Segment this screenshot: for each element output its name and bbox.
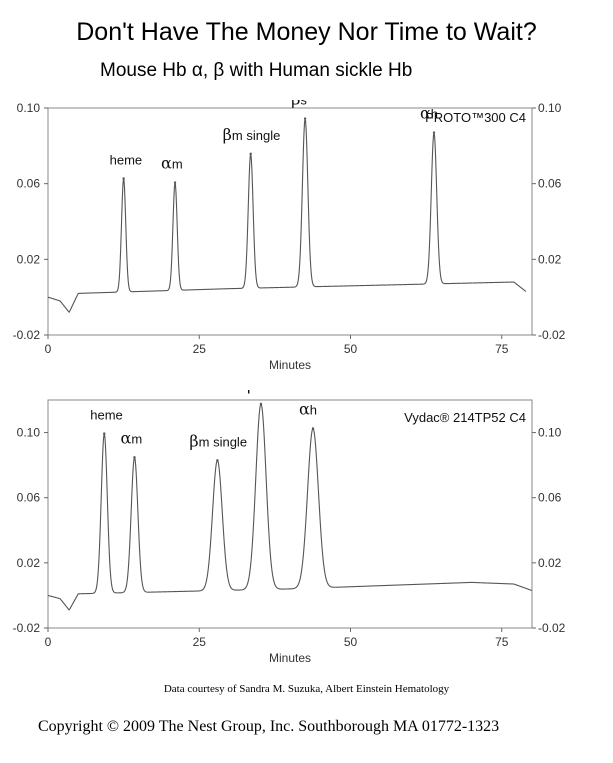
x-axis-label: Minutes xyxy=(269,651,311,665)
peak-label: βs xyxy=(291,100,307,109)
peak-label: βm single xyxy=(223,125,281,144)
y-tick-label-right: 0.06 xyxy=(538,491,562,505)
peak-label-sub: h xyxy=(310,402,317,417)
peak-label: βs xyxy=(247,390,263,394)
x-tick-label: 25 xyxy=(193,635,207,649)
peak-apex-marker xyxy=(303,117,307,120)
peak-label: heme xyxy=(90,408,123,423)
x-tick-label: 0 xyxy=(45,635,52,649)
peak-label-sub: m single xyxy=(199,434,247,449)
chart-title: PROTO™300 C4 xyxy=(425,110,526,125)
peak-label-greek: β xyxy=(189,431,198,450)
peak-apex-marker xyxy=(173,181,177,184)
peak-label-text: heme xyxy=(90,408,123,423)
peak-label-sub: h xyxy=(431,107,438,122)
chromatogram-trace xyxy=(47,118,527,314)
peak-apex-marker xyxy=(432,131,436,134)
peak-apex-marker xyxy=(249,152,252,156)
y-tick-label-left: 0.06 xyxy=(17,491,41,505)
peak-label: αm xyxy=(121,428,143,447)
y-tick-label-left: 0.10 xyxy=(17,426,41,440)
peak-label-greek: α xyxy=(420,104,431,123)
peak-label-greek: α xyxy=(299,399,310,418)
chromatogram-vydac-svg: 0.10 0.06 0.02 -0.02 0.10 0.06 0.02 -0.02 0 25 50 7… xyxy=(13,390,566,665)
page-subtitle: Mouse Hb α, β with Human sickle Hb xyxy=(100,60,413,81)
y-tick-label-right: 0.06 xyxy=(538,177,562,191)
plot-frame xyxy=(47,107,533,336)
peak-apex-marker xyxy=(133,456,136,459)
peak-label-sub: m xyxy=(131,431,142,446)
y-tick-label-left: 0.02 xyxy=(17,556,41,570)
y-tick-label-right: -0.02 xyxy=(538,621,566,635)
chromatogram-vydac: 0.10 0.06 0.02 -0.02 0.10 0.06 0.02 -0.02 0 25 50 7… xyxy=(0,390,613,665)
chart-title: Vydac® 214TP52 C4 xyxy=(404,410,526,425)
y-tick-label-left: -0.02 xyxy=(13,328,41,342)
peak-label-greek: α xyxy=(121,428,132,447)
y-tick-label-right: -0.02 xyxy=(538,328,566,342)
y-tick-label-right: 0.02 xyxy=(538,252,562,266)
copyright-notice: Copyright © 2009 The Nest Group, Inc. So… xyxy=(38,718,500,735)
peak-label-greek: β xyxy=(223,125,232,144)
x-axis-label: Minutes xyxy=(269,358,311,370)
peak-label: αh xyxy=(420,104,438,123)
y-tick-label-left: 0.02 xyxy=(17,252,41,266)
peak-label-greek: β xyxy=(247,390,256,394)
x-tick-label: 0 xyxy=(45,342,52,356)
y-tick-label-right: 0.10 xyxy=(538,101,562,115)
peak-label-sub: s xyxy=(256,390,263,393)
peak-label-sub: m xyxy=(172,157,183,172)
peak-label-greek: α xyxy=(161,154,172,173)
peak-apex-marker xyxy=(311,427,315,430)
data-credit: Data courtesy of Sandra M. Suzuka, Alber… xyxy=(163,683,450,695)
peak-label: αh xyxy=(299,399,317,418)
x-tick-label: 50 xyxy=(344,342,358,356)
peak-label: βm single xyxy=(189,431,247,450)
peak-label-sub: s xyxy=(300,100,307,108)
y-tick-label-left: 0.06 xyxy=(17,177,41,191)
peak-label-sub: m single xyxy=(232,128,280,143)
peak-label-text: heme xyxy=(110,152,143,167)
x-tick-label: 50 xyxy=(344,635,358,649)
peak-apex-marker xyxy=(103,432,106,435)
peak-apex-marker xyxy=(216,459,219,462)
plot-frame xyxy=(47,399,533,629)
y-tick-label-left: -0.02 xyxy=(13,621,41,635)
x-tick-label: 75 xyxy=(495,635,509,649)
peak-label: αm xyxy=(161,154,183,173)
peak-label: heme xyxy=(110,152,143,167)
peak-apex-marker xyxy=(259,402,263,406)
chromatogram-trace xyxy=(47,402,533,611)
page-title: Don't Have The Money Nor Time to Wait? xyxy=(76,18,537,46)
chromatogram-proto300: 0.10 0.06 0.02 -0.02 0.10 0.06 0.02 -0.02 0 25 50 7… xyxy=(0,100,613,370)
x-tick-label: 25 xyxy=(193,342,207,356)
peak-apex-marker xyxy=(122,177,125,180)
x-tick-label: 75 xyxy=(495,342,509,356)
chromatogram-proto300-svg: 0.10 0.06 0.02 -0.02 0.10 0.06 0.02 -0.02 0 25 50 7… xyxy=(13,100,566,370)
y-tick-label-left: 0.10 xyxy=(17,101,41,115)
y-tick-label-right: 0.10 xyxy=(538,426,562,440)
peak-label-greek: β xyxy=(291,100,300,109)
y-tick-label-right: 0.02 xyxy=(538,556,562,570)
